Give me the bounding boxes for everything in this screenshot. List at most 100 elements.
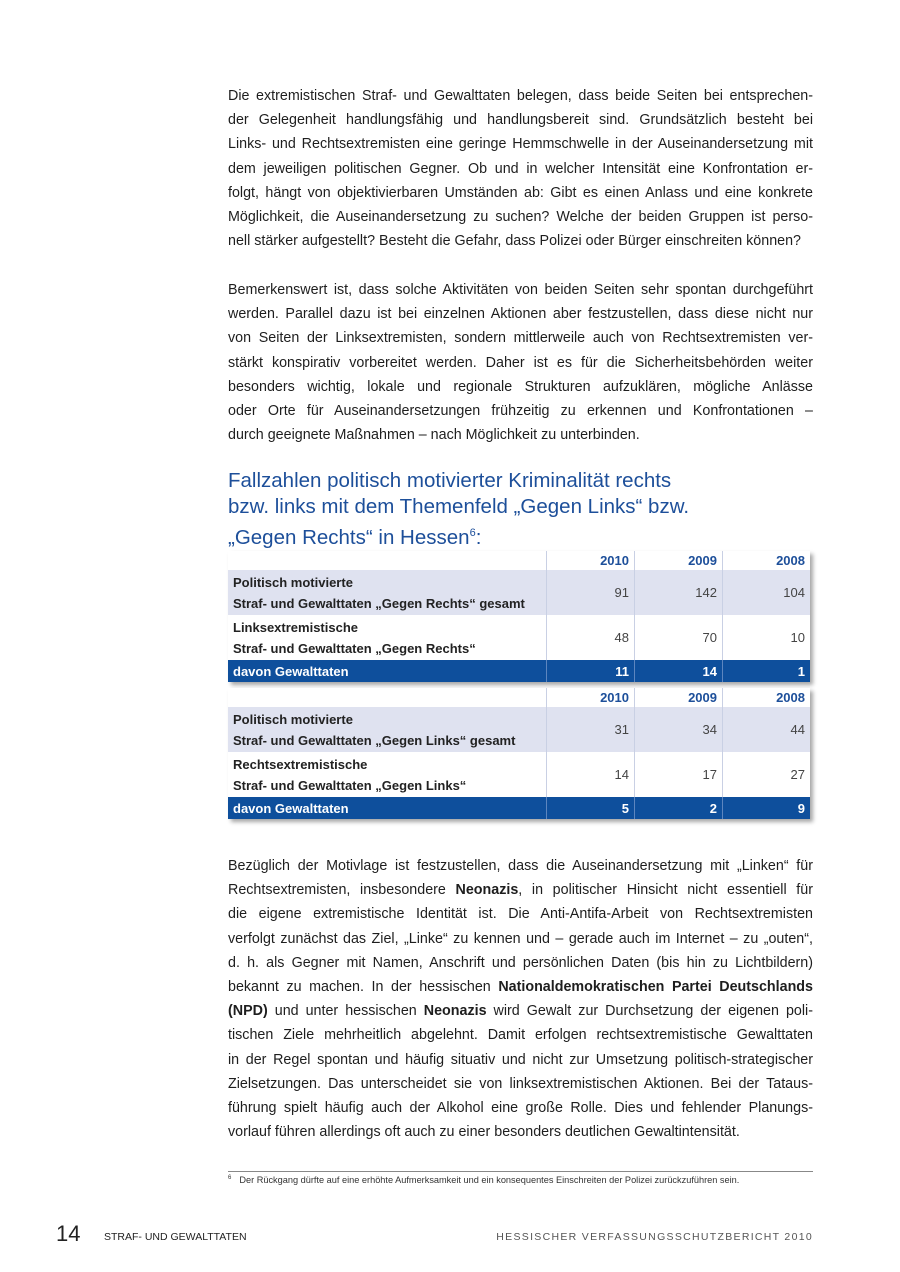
table-gegen-links: 2010 2009 2008 Politisch motivierte Straf… — [228, 688, 810, 819]
summary-value: 9 — [722, 797, 810, 819]
text-line: die eigene extremistische Identität ist.… — [228, 902, 813, 926]
row-label: Politisch motivierte Straf- und Gewalttat… — [228, 707, 547, 752]
text-segment: führung spielt häufig auch der Alkohol e… — [228, 1099, 813, 1116]
text-segment: , in politischer Hinsicht nicht essentie… — [518, 882, 813, 899]
cell-value: 34 — [634, 707, 723, 752]
text-segment: die eigene extremistische Identität ist.… — [228, 906, 813, 923]
text-line: (NPD) und unter hessischen Neonazis wird… — [228, 999, 813, 1023]
text-line: durch geeignete Maßnahmen – nach Möglich… — [228, 423, 813, 447]
text-line: Bezüglich der Motivlage ist festzustelle… — [228, 854, 813, 878]
text-line: bekannt zu machen. In der hessischen Nat… — [228, 975, 813, 999]
text-line: folgt, hängt von objektivierbaren Umstän… — [228, 181, 813, 205]
text-segment: Bezüglich der Motivlage ist festzustelle… — [228, 858, 813, 874]
footnote: 6 Der Rückgang dürfte auf eine erhöhte Au… — [228, 1175, 739, 1185]
text-segment: Die extremistischen Straf- und Gewalttat… — [228, 88, 813, 104]
text-segment: stärkt konspirativ vorbereitet werden. D… — [228, 354, 813, 371]
text-segment: Links- und Rechtsextremisten eine gering… — [228, 136, 813, 153]
text-line: werden. Parallel dazu ist bei einzelnen … — [228, 302, 813, 326]
text-segment: vorlauf führen allerdings oft auch zu ei… — [228, 1124, 740, 1141]
year-header: 2008 — [722, 551, 810, 570]
text-segment: in der Regel spontan und häufig situativ… — [228, 1051, 813, 1068]
paragraph-2: Bemerkenswert ist, dass solche Aktivität… — [228, 278, 813, 447]
text-segment: folgt, hängt von objektivierbaren Umstän… — [228, 184, 813, 201]
year-header: 2009 — [634, 688, 723, 707]
text-line: Zielsetzungen. Das unterscheidet sie von… — [228, 1072, 813, 1096]
paragraph-1: Die extremistischen Straf- und Gewalttat… — [228, 84, 813, 253]
text-line: Bemerkenswert ist, dass solche Aktivität… — [228, 278, 813, 302]
table-row: Politisch motivierte Straf- und Gewalttat… — [228, 570, 810, 615]
text-segment: oder Orte für Auseinandersetzungen frühz… — [228, 402, 813, 419]
summary-label: davon Gewalttaten — [228, 660, 547, 682]
cell-value: 31 — [546, 707, 635, 752]
bold-term: (NPD) — [228, 1003, 268, 1020]
text-segment: wird Gewalt zur Durchsetzung der eigenen… — [486, 1003, 813, 1020]
heading-line-1: Fallzahlen politisch motivierter Krimina… — [228, 469, 672, 492]
text-segment: Zielsetzungen. Das unterscheidet sie von… — [228, 1075, 813, 1092]
year-header: 2009 — [634, 551, 723, 570]
footnote-number: 6 — [228, 1175, 232, 1181]
cell-value: 104 — [722, 570, 810, 615]
text-line: Möglichkeit, die Auseinandersetzung zu s… — [228, 205, 813, 229]
summary-row: davon Gewalttaten 5 2 9 — [228, 797, 810, 819]
text-line: d. h. als Gegner mit Namen, Anschrift un… — [228, 951, 813, 975]
text-line: Links- und Rechtsextremisten eine gering… — [228, 132, 813, 156]
cell-value: 70 — [634, 615, 723, 660]
paragraph-3: Bezüglich der Motivlage ist festzustelle… — [228, 854, 813, 1144]
bold-term: Nationaldemokratischen Partei Deutschlan… — [498, 978, 813, 995]
row-label: Politisch motivierte Straf- und Gewalttat… — [228, 570, 547, 615]
text-line: vorlauf führen allerdings oft auch zu ei… — [228, 1120, 813, 1144]
text-segment: bekannt zu machen. In der hessischen — [228, 978, 499, 995]
text-line: der Gelegenheit handlungsfähig und handl… — [228, 108, 813, 132]
summary-value: 1 — [722, 660, 810, 682]
year-header: 2008 — [722, 688, 810, 707]
text-segment: verfolgt zunächst das Ziel, „Linke“ zu k… — [228, 930, 813, 947]
cell-value: 27 — [722, 752, 810, 797]
year-header: 2010 — [546, 551, 635, 570]
text-segment: dem jeweiligen politischen Gegner. Ob un… — [228, 160, 813, 177]
footnote-divider — [228, 1171, 813, 1172]
summary-row: davon Gewalttaten 11 14 1 — [228, 660, 810, 682]
year-header: 2010 — [546, 688, 635, 707]
text-segment: Bemerkenswert ist, dass solche Aktivität… — [228, 282, 813, 298]
footnote-text: Der Rückgang dürfte auf eine erhöhte Auf… — [239, 1175, 740, 1186]
row-label: Rechtsextremistische Straf- und Gewalttat… — [228, 752, 547, 797]
text-line: dem jeweiligen politischen Gegner. Ob un… — [228, 157, 813, 181]
text-segment: d. h. als Gegner mit Namen, Anschrift un… — [228, 954, 813, 971]
cell-value: 142 — [634, 570, 723, 615]
table-header-row: 2010 2009 2008 — [228, 688, 810, 707]
summary-value: 11 — [546, 660, 635, 682]
text-line: führung spielt häufig auch der Alkohol e… — [228, 1096, 813, 1120]
report-title: HESSISCHER VERFASSUNGSSCHUTZBERICHT 2010 — [496, 1231, 813, 1243]
text-segment: besonders wichtig, lokale und regionale … — [228, 378, 813, 395]
cell-value: 14 — [546, 752, 635, 797]
text-line: stärkt konspirativ vorbereitet werden. D… — [228, 351, 813, 375]
text-line: besonders wichtig, lokale und regionale … — [228, 375, 813, 399]
table-gegen-rechts: 2010 2009 2008 Politisch motivierte Straf… — [228, 551, 810, 682]
text-segment: tischen Ziele mehrheitlich abgelehnt. Da… — [228, 1027, 813, 1044]
footnote-ref: 6 — [469, 527, 476, 539]
text-segment: und unter hessischen — [267, 1003, 424, 1020]
cell-value: 10 — [722, 615, 810, 660]
text-line: in der Regel spontan und häufig situativ… — [228, 1048, 813, 1072]
heading-line-3: „Gegen Rechts“ in Hessen — [228, 525, 470, 549]
row-label: Linksextremistische Straf- und Gewalttate… — [228, 615, 547, 660]
cell-value: 44 — [722, 707, 810, 752]
text-line: nell stärker aufgestellt? Besteht die Ge… — [228, 229, 813, 253]
cell-value: 48 — [546, 615, 635, 660]
summary-value: 2 — [634, 797, 723, 819]
table-row: Rechtsextremistische Straf- und Gewalttat… — [228, 752, 810, 797]
text-segment: werden. Parallel dazu ist bei einzelnen … — [228, 306, 813, 323]
table-row: Politisch motivierte Straf- und Gewalttat… — [228, 707, 810, 752]
text-segment: Rechtsextremisten, insbesondere — [228, 882, 456, 899]
text-line: Rechtsextremisten, insbesondere Neonazis… — [228, 878, 813, 902]
page-number: 14 — [56, 1221, 81, 1246]
summary-value: 14 — [634, 660, 723, 682]
heading-colon: : — [475, 525, 482, 549]
text-segment: der Gelegenheit handlungsfähig und handl… — [228, 112, 813, 129]
text-line: verfolgt zunächst das Ziel, „Linke“ zu k… — [228, 927, 813, 951]
cell-value: 91 — [546, 570, 635, 615]
text-segment: Möglichkeit, die Auseinandersetzung zu s… — [228, 208, 813, 225]
text-line: Die extremistischen Straf- und Gewalttat… — [228, 84, 813, 108]
table-row: Linksextremistische Straf- und Gewalttate… — [228, 615, 810, 660]
section-title: STRAF- UND GEWALTTATEN — [104, 1231, 247, 1243]
